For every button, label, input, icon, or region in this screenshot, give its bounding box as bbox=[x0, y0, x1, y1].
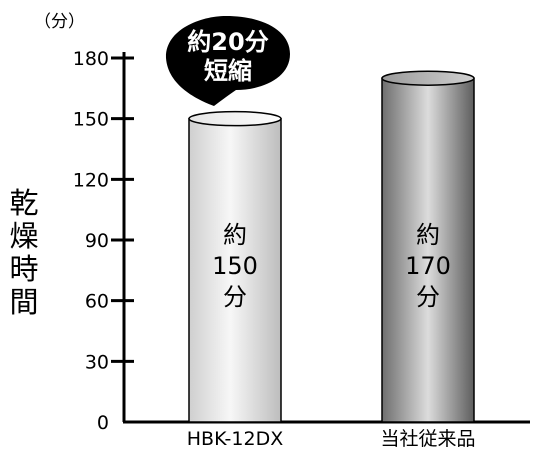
y-tick-label: 180 bbox=[73, 48, 109, 70]
y-tick-label: 0 bbox=[97, 412, 109, 434]
y-unit-label: （分） bbox=[34, 12, 85, 32]
y-axis-title-char: 燥 bbox=[9, 219, 38, 253]
y-axis-title-char: 乾 bbox=[9, 186, 38, 220]
reduction-callout: 約20分 短縮 bbox=[165, 16, 290, 106]
y-tick-label: 90 bbox=[85, 230, 109, 252]
y-axis-title-char: 時 bbox=[9, 252, 38, 286]
callout-bubble bbox=[165, 16, 290, 106]
callout-line-2: 短縮 bbox=[204, 57, 252, 85]
bar-0 bbox=[188, 117, 282, 423]
y-tick-label: 150 bbox=[73, 109, 109, 131]
bar-top-1 bbox=[381, 70, 475, 86]
bar-value-label: 分 bbox=[416, 283, 440, 311]
bar-value-label: 150 bbox=[212, 252, 258, 280]
callout-line-1: 約20分 bbox=[187, 28, 268, 56]
y-ticks: 0 30 60 90 120 150 180 bbox=[73, 48, 134, 434]
bar-value-label: 170 bbox=[405, 252, 451, 280]
bar-value-label: 分 bbox=[223, 283, 247, 311]
x-tick-labels: HBK-12DX 当社従来品 bbox=[187, 428, 476, 450]
bars: 約 150 分 約 170 分 bbox=[188, 70, 475, 423]
bar-top-0 bbox=[188, 110, 282, 127]
y-axis-title-char: 間 bbox=[9, 285, 38, 319]
y-tick-label: 30 bbox=[85, 351, 109, 373]
y-tick-label: 60 bbox=[85, 291, 109, 313]
bar-1 bbox=[381, 77, 475, 423]
bar-value-label: 約 bbox=[223, 221, 247, 249]
bar-value-label: 約 bbox=[416, 221, 440, 249]
x-tick-label: HBK-12DX bbox=[187, 428, 283, 450]
x-tick-label: 当社従来品 bbox=[380, 428, 475, 450]
y-tick-label: 120 bbox=[73, 169, 109, 191]
